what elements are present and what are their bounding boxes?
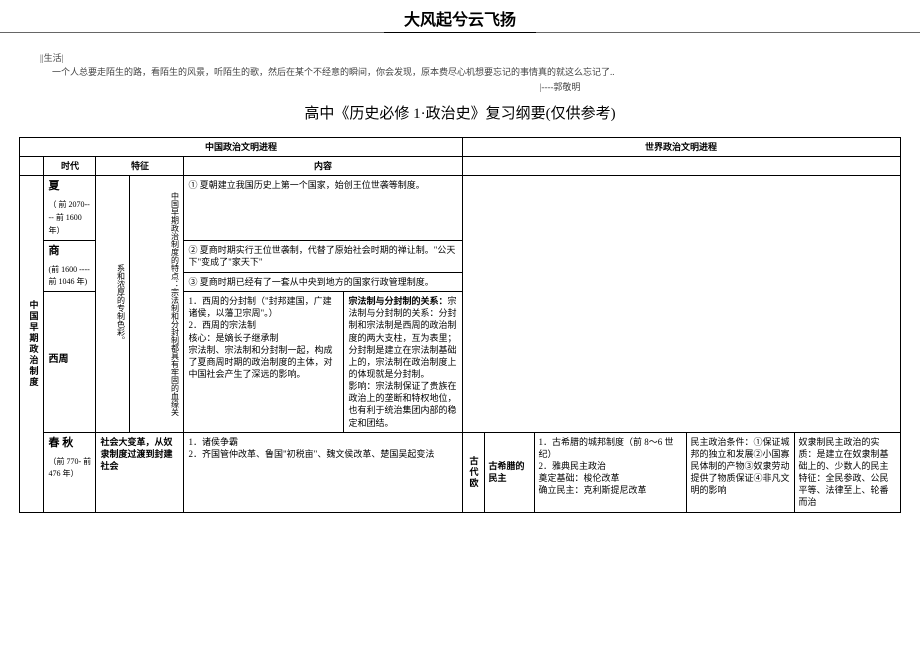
xizhou-right: 宗法制与分封制的关系：宗法制与分封制的关系：分封制和宗法制是西周的政治制度的两大… [344,292,462,433]
shang-era: 商 (前 1600 ---- 前 1046 年) [44,240,96,291]
xia-feature-side: 系和浓厚的专制色彩。 [96,176,130,432]
col-feature: 特征 [96,157,184,176]
china-early-label: 中国早期政治制度 [20,176,44,512]
world-blank [462,157,900,176]
xia-era: 夏 （ 前 2070---- 前 1600 年） [44,176,96,240]
life-quote: 一个人总要走陌生的路，看陌生的风景，听陌生的歌，然后在某个不经意的瞬间，你会发现… [40,65,920,79]
life-author: |----郭敬明 [40,80,920,94]
shang-content-1: ② 夏商时期实行王位世袭制，代替了原始社会时期的禅让制。"公天下"变成了"家天下… [184,240,462,272]
ancient-eu-label: 古代欧 [462,432,484,512]
shang-range: (前 1600 ---- 前 1046 年) [48,265,89,287]
chunqiu-feature: 社会大变革，从奴隶制度过渡到封建社会 [96,432,184,512]
xia-row: 中国早期政治制度 夏 （ 前 2070---- 前 1600 年） 系和浓厚的专… [20,176,900,240]
life-label: ||生活| [40,51,920,65]
world-empty-early [462,176,900,432]
xizhou-era: 西周 [44,292,96,433]
greece-title: 古希腊的民主 [484,432,534,512]
chunqiu-name: 春 秋 [48,436,91,451]
life-quote-block: ||生活| 一个人总要走陌生的路，看陌生的风景，听陌生的歌，然后在某个不经意的瞬… [40,51,920,94]
greece-content: 1．古希腊的城邦制度（前 8～6 世纪） 2．雅典民主政治 奠定基础：梭伦改革 … [534,432,686,512]
col-content: 内容 [184,157,462,176]
chunqiu-row: 春 秋 （前 770- 前 476 年） 社会大变革，从奴隶制度过渡到封建社会 … [20,432,900,512]
shang-name: 商 [48,244,91,259]
column-header-row: 时代 特征 内容 [20,157,900,176]
chunqiu-range: （前 770- 前 476 年） [48,457,91,479]
page-header: 大风起兮云飞扬 [0,0,920,33]
shang-content-2: ③ 夏商时期已经有了一套从中央到地方的国家行政管理制度。 [184,272,462,292]
xia-name: 夏 [48,179,91,194]
doc-title: 高中《历史必修 1·政治史》复习纲要(仅供参考) [0,102,920,123]
chunqiu-content: 1．诸侯争霸 2．齐国管仲改革、鲁国"初税亩"、魏文侯改革、楚国吴起变法 [184,432,462,512]
greece-col2: 民主政治条件：①保证城邦的独立和发展②小国寡民体制的产物③奴隶劳动提供了物质保证… [686,432,794,512]
china-section-title: 中国政治文明进程 [20,138,462,157]
section-title-row: 中国政治文明进程 世界政治文明进程 [20,138,900,157]
xizhou-content: 1．西周的分封制（"封邦建国，广建诸侯，以藩卫宗周"。） 2．西周的宗法制 核心… [184,292,344,433]
main-table: 中国政治文明进程 世界政治文明进程 时代 特征 内容 中国早期政治制度 夏 （ … [19,137,900,512]
col-era: 时代 [44,157,96,176]
xizhou-right-text: 宗法制与分封制的关系：分封制和宗法制是西周的政治制度的两大支柱，互为表里；分封制… [348,296,456,427]
xizhou-name: 西周 [48,353,91,367]
feature-main: 中国早期政治制度的特点：宗法制和分封制都具有牢固的血缘关 [130,176,184,432]
chunqiu-era: 春 秋 （前 770- 前 476 年） [44,432,96,512]
xia-range: （ 前 2070---- 前 1600 年） [48,200,89,235]
motto: 大风起兮云飞扬 [384,6,536,33]
xia-content: ① 夏朝建立我国历史上第一个国家，始创王位世袭等制度。 [184,176,462,240]
blank-cell [20,157,44,176]
greece-col3: 奴隶制民主政治的实质：是建立在奴隶制基础上的、少数人的民主 特征：全民参政、公民… [794,432,900,512]
world-section-title: 世界政治文明进程 [462,138,900,157]
